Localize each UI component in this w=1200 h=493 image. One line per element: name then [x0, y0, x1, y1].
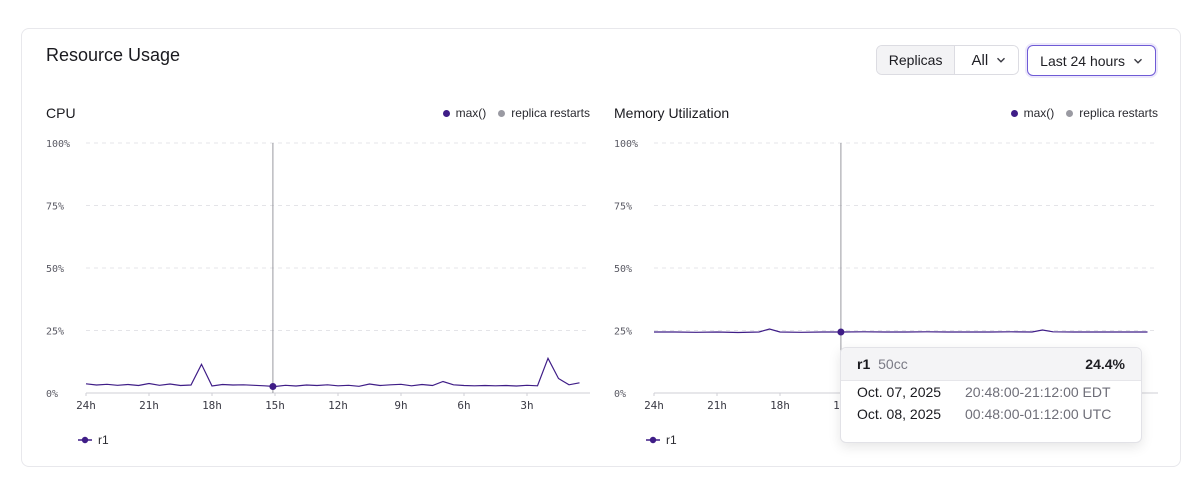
chevron-down-icon [1134, 58, 1142, 64]
cpu-chart-panel: CPU max() replica restarts 100% 75% 50% 25%… [46, 101, 590, 451]
y-tick-label: 75% [46, 202, 64, 213]
y-tick-label: 0% [614, 389, 626, 400]
x-tick-label: 18h [770, 399, 790, 412]
tooltip-header: r1 50cc 24.4% [841, 348, 1141, 381]
hover-point [837, 328, 845, 336]
tooltip-date: Oct. 07, 2025 [857, 384, 942, 400]
x-tick-label: 3h [520, 399, 533, 412]
replicas-select[interactable]: All [955, 46, 1019, 74]
tooltip-replica-id: 50cc [878, 356, 908, 372]
legend-item-restarts[interactable]: replica restarts [498, 106, 590, 120]
tooltip-row-local: Oct. 07, 2025 20:48:00-21:12:00 EDT [841, 381, 1141, 403]
chart-legend: max() replica restarts [1010, 106, 1158, 120]
max-dot-icon [442, 109, 450, 117]
tooltip-date: Oct. 08, 2025 [857, 406, 942, 422]
tooltip-time: 20:48:00-21:12:00 EDT [965, 384, 1111, 400]
x-tick-label: 9h [394, 399, 407, 412]
tooltip-time: 00:48:00-01:12:00 UTC [965, 406, 1112, 422]
resource-usage-card: Resource Usage Replicas All Last 24 hour… [21, 28, 1181, 467]
replicas-filter[interactable]: Replicas All [875, 45, 1020, 75]
chart-title: CPU [46, 105, 76, 121]
hover-point [269, 383, 277, 390]
cpu-plot[interactable]: 100% 75% 50% 25% 0% 24h 21h 18h 15h 12h 9h 6h 3h [46, 133, 590, 433]
x-tick-label: 24h [644, 399, 664, 412]
y-tick-label: 50% [614, 264, 632, 275]
tooltip-value: 24.4% [1085, 356, 1125, 372]
restart-dot-icon [1066, 109, 1074, 117]
chart-legend: max() replica restarts [442, 106, 590, 120]
x-tick-label: 24h [76, 399, 96, 412]
time-range-select[interactable]: Last 24 hours [1027, 45, 1156, 76]
y-tick-label: 25% [614, 327, 632, 338]
series-legend-label: r1 [98, 433, 109, 447]
tooltip-row-utc: Oct. 08, 2025 00:48:00-01:12:00 UTC [841, 403, 1141, 425]
y-tick-label: 75% [614, 202, 632, 213]
chart-title: Memory Utilization [614, 105, 730, 121]
series-legend[interactable]: r1 [78, 433, 109, 447]
time-range-value: Last 24 hours [1040, 52, 1125, 69]
max-dot-icon [1010, 109, 1018, 117]
legend-item-max[interactable]: max() [442, 106, 487, 120]
x-tick-label: 18h [202, 399, 222, 412]
y-tick-label: 100% [46, 139, 70, 150]
legend-label: replica restarts [1079, 106, 1158, 120]
series-marker-icon [646, 436, 660, 444]
y-tick-label: 0% [46, 389, 58, 400]
toolbar: Replicas All Last 24 hours [875, 45, 1156, 76]
series-legend[interactable]: r1 [646, 433, 677, 447]
page-title: Resource Usage [46, 45, 181, 65]
series-legend-label: r1 [666, 433, 677, 447]
series-line-r1 [85, 356, 580, 388]
y-tick-label: 50% [46, 264, 64, 275]
series-marker-icon [78, 436, 92, 444]
legend-label: replica restarts [511, 106, 590, 120]
tooltip-series-name: r1 [857, 356, 871, 372]
x-tick-label: 6h [457, 399, 470, 412]
replicas-label: Replicas [876, 46, 956, 74]
y-tick-label: 25% [46, 327, 64, 338]
replicas-value: All [971, 51, 989, 69]
x-tick-label: 15h [265, 399, 285, 412]
x-tick-label: 21h [707, 399, 727, 412]
legend-item-max[interactable]: max() [1010, 106, 1055, 120]
chevron-down-icon [997, 57, 1006, 63]
legend-label: max() [455, 106, 487, 120]
legend-item-restarts[interactable]: replica restarts [1066, 106, 1158, 120]
series-line-r1 [654, 328, 1148, 334]
y-tick-label: 100% [614, 139, 638, 150]
restart-dot-icon [498, 109, 506, 117]
x-tick-label: 21h [139, 399, 159, 412]
x-tick-label: 12h [328, 399, 348, 412]
legend-label: max() [1023, 106, 1055, 120]
chart-tooltip: r1 50cc 24.4% Oct. 07, 2025 20:48:00-21:… [840, 347, 1142, 443]
